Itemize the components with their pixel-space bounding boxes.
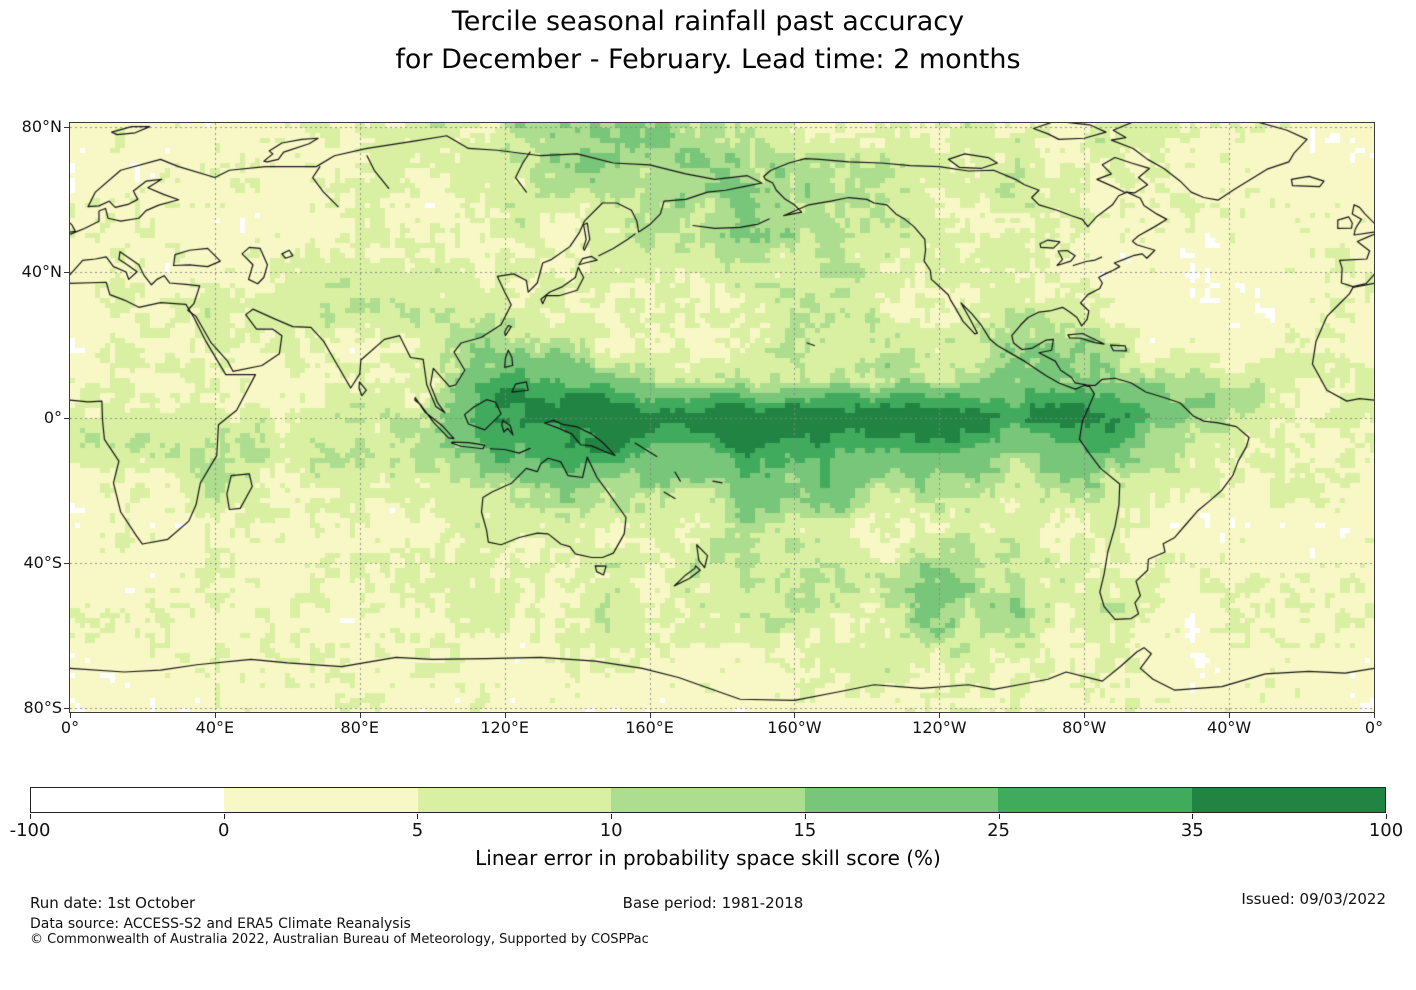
lon-tick-mark <box>359 713 361 718</box>
colorbar-tick-label: -100 <box>9 820 51 841</box>
colorbar-tick-mark <box>223 814 225 819</box>
lat-tick-label: 80°S <box>23 698 62 718</box>
lon-tick-label: 0° <box>60 718 80 737</box>
colorbar-tick-label: 15 <box>793 820 817 841</box>
lat-tick-mark <box>64 126 69 128</box>
lon-tick-mark <box>1084 713 1086 718</box>
colorbar-segment <box>611 788 805 812</box>
colorbar-segment <box>417 788 612 812</box>
map-frame <box>69 122 1375 713</box>
colorbar-tick-label: 35 <box>1180 820 1204 841</box>
lon-tick-label: 40°E <box>195 718 235 737</box>
lat-tick-label: 40°N <box>21 262 62 282</box>
colorbar-tick-mark <box>611 814 613 819</box>
lat-tick-mark <box>64 417 69 419</box>
lat-tick-label: 40°S <box>23 552 62 572</box>
lon-tick-mark <box>649 713 651 718</box>
lon-tick-label: 160°W <box>767 718 822 737</box>
chart-title-line1: Tercile seasonal rainfall past accuracy <box>451 6 965 37</box>
lon-tick-label: 0° <box>1364 718 1384 737</box>
colorbar-tick-label: 10 <box>599 820 623 841</box>
copyright-text: © Commonwealth of Australia 2022, Austra… <box>30 932 649 947</box>
lon-tick-label: 80°E <box>340 718 379 737</box>
world-map-canvas <box>70 123 1374 712</box>
lon-tick-mark <box>1374 713 1375 718</box>
lat-tick-label: 0° <box>43 407 62 427</box>
colorbar-tick-label: 25 <box>987 820 1011 841</box>
colorbar <box>30 787 1386 813</box>
lat-tick-mark <box>64 708 69 710</box>
lon-tick-label: 120°E <box>480 718 529 737</box>
colorbar-segment <box>998 788 1192 812</box>
lon-tick-mark <box>1229 713 1231 718</box>
colorbar-tick-mark <box>1192 814 1194 819</box>
colorbar-segment <box>224 788 418 812</box>
lon-tick-mark <box>794 713 796 718</box>
lon-tick-mark <box>214 713 216 718</box>
colorbar-tick-mark <box>998 814 1000 819</box>
colorbar-tick-label: 5 <box>411 820 424 841</box>
lon-tick-mark <box>939 713 941 718</box>
colorbar-tick-label: 100 <box>1368 820 1404 841</box>
run-date-text: Run date: 1st October <box>30 894 196 912</box>
lon-tick-mark <box>70 713 71 718</box>
lon-tick-label: 120°W <box>912 718 967 737</box>
lon-tick-label: 80°W <box>1062 718 1107 737</box>
lon-tick-mark <box>504 713 506 718</box>
lon-tick-label: 40°W <box>1207 718 1252 737</box>
colorbar-tick-mark <box>804 814 806 819</box>
colorbar-title: Linear error in probability space skill … <box>475 846 941 870</box>
data-source-text: Data source: ACCESS-S2 and ERA5 Climate … <box>30 916 411 932</box>
colorbar-tick-mark <box>30 814 31 819</box>
colorbar-tick-mark <box>1386 814 1387 819</box>
colorbar-segment <box>1191 788 1385 812</box>
lat-tick-mark <box>64 562 69 564</box>
colorbar-segment <box>31 788 225 812</box>
lat-tick-label: 80°N <box>21 116 62 136</box>
issued-text: Issued: 09/03/2022 <box>1241 890 1386 908</box>
lon-tick-label: 160°E <box>625 718 674 737</box>
colorbar-segment <box>804 788 999 812</box>
colorbar-tick-label: 0 <box>217 820 230 841</box>
chart-title-line2: for December - February. Lead time: 2 mo… <box>395 44 1021 75</box>
colorbar-tick-mark <box>417 814 419 819</box>
lat-tick-mark <box>64 272 69 274</box>
base-period-text: Base period: 1981-2018 <box>622 894 804 912</box>
